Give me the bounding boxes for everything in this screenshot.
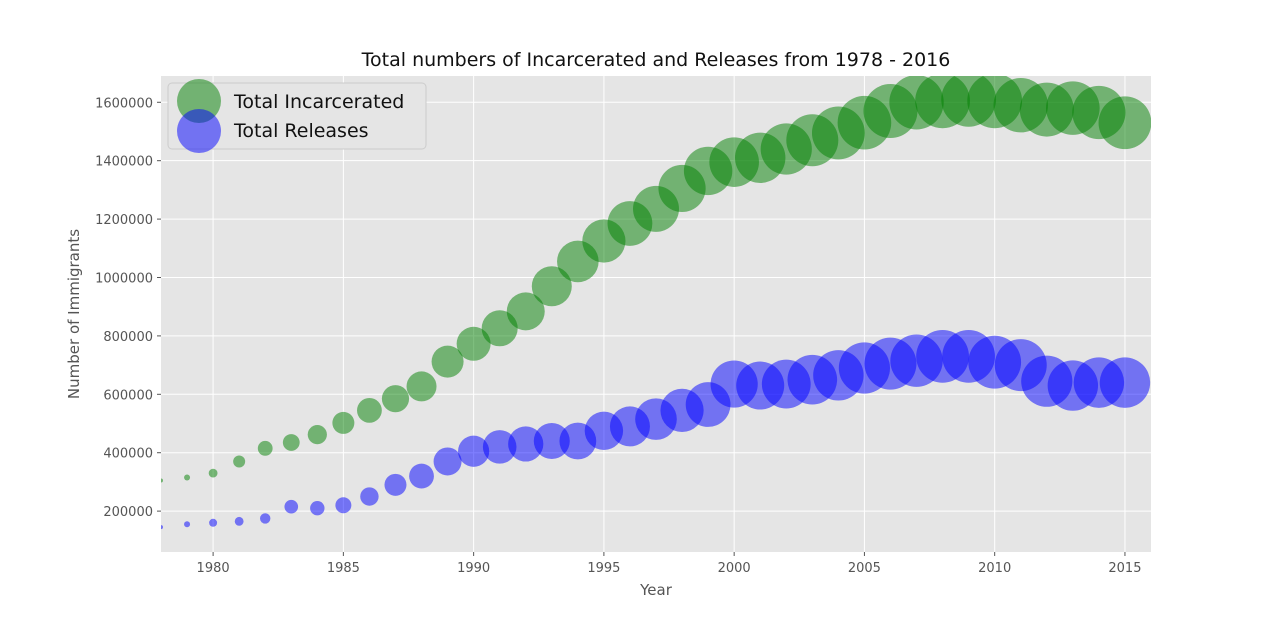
legend-label-releases: Total Releases [233,120,369,142]
x-axis-ticks: 1980 1985 1990 1995 2000 2005 2010 2015 [197,552,1141,576]
series-incarcerated [161,76,1151,483]
bubble-point [1098,96,1151,150]
bubble-point [233,455,246,468]
bubble-point [282,434,300,451]
bubble-point [310,500,325,516]
bubble-point [360,487,379,506]
series-releases [161,329,1151,530]
bubble-point [431,345,464,378]
bubble-point [531,266,572,307]
bubble-point [384,473,407,496]
bubble-point [161,525,163,530]
x-tick-label: 1995 [587,561,620,576]
bubble-point [456,326,491,361]
y-tick-label: 1400000 [95,155,153,170]
bubble-point [284,499,299,514]
bubble-point [508,426,544,462]
bubble-point [208,468,218,478]
x-axis-label: Year [639,581,673,599]
y-axis-ticks: 200000 400000 600000 800000 1000000 1200000 14… [95,96,161,520]
bubble-point [1099,357,1151,408]
x-tick-label: 2010 [978,561,1011,576]
y-axis-label: Number of Immigrants [65,229,83,399]
bubble-point [458,435,490,467]
y-tick-label: 1600000 [95,96,153,111]
bubble-point [161,478,163,483]
bubble-point [482,430,517,464]
x-tick-label: 1990 [457,561,490,576]
x-tick-label: 2000 [718,561,751,576]
bubble-point [209,518,218,527]
y-tick-label: 1000000 [95,271,153,286]
y-tick-label: 600000 [103,388,153,403]
bubble-point [260,513,271,524]
y-tick-label: 400000 [103,447,153,462]
bubble-point [234,516,244,526]
bubble-point [357,397,382,423]
bubble-point [335,497,352,514]
legend: Total Incarcerated Total Releases [167,79,427,153]
bubble-point [533,423,570,460]
x-tick-label: 1980 [197,561,230,576]
x-tick-label: 2015 [1108,561,1141,576]
bubble-point [184,474,191,481]
y-tick-label: 200000 [103,505,153,520]
bubble-point [506,292,545,331]
legend-label-incarcerated: Total Incarcerated [233,91,404,113]
bubble-point [406,371,437,402]
y-tick-label: 1200000 [95,213,153,228]
x-tick-label: 1985 [327,561,360,576]
bubble-point [332,411,355,434]
legend-marker-releases [177,109,221,153]
bubble-point [257,440,273,456]
bubble-point [381,385,410,413]
data-points [161,76,1151,530]
y-tick-label: 800000 [103,330,153,345]
chart-title: Total numbers of Incarcerated and Releas… [361,49,951,71]
bubble-point [184,521,191,528]
bubble-point [433,447,462,476]
bubble-point [409,463,434,489]
x-tick-label: 2005 [848,561,881,576]
bubble-point [307,425,327,445]
legend-box [167,82,427,150]
plot-area [161,76,1151,552]
